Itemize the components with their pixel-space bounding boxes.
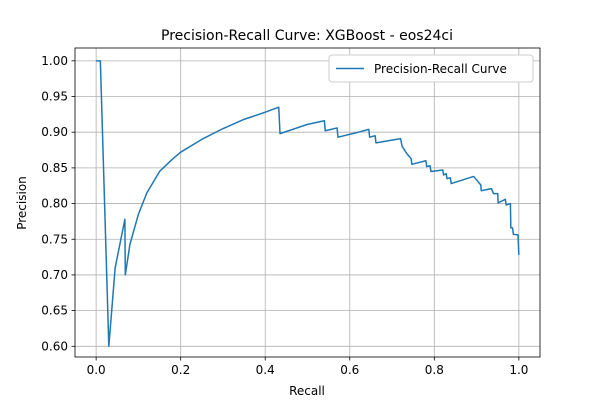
grid — [75, 48, 540, 357]
x-tick-label: 0.0 — [87, 363, 106, 377]
y-tick-label: 0.60 — [41, 339, 68, 353]
y-tick-label: 0.80 — [41, 197, 68, 211]
x-tick-label: 1.0 — [509, 363, 528, 377]
y-tick-label: 0.85 — [41, 161, 68, 175]
x-tick-label: 0.6 — [340, 363, 359, 377]
y-tick-label: 0.90 — [41, 125, 68, 139]
x-tick-label: 0.8 — [425, 363, 444, 377]
x-tick-label: 0.2 — [171, 363, 190, 377]
axis-ticks: 0.0 0.2 0.4 0.6 0.8 1.0 0.60 0.65 0.70 0.75 0.80 0.… — [41, 54, 528, 377]
y-tick-label: 0.65 — [41, 304, 68, 318]
series-line-precision-recall — [96, 60, 520, 348]
y-tick-label: 0.95 — [41, 90, 68, 104]
chart-title: Precision-Recall Curve: XGBoost - eos24c… — [161, 28, 453, 44]
x-tick-label: 0.4 — [256, 363, 275, 377]
plot-frame — [74, 47, 541, 358]
y-tick-label: 0.75 — [41, 232, 68, 246]
y-axis-label: Precision — [15, 176, 29, 230]
legend-box — [328, 54, 534, 83]
y-tick-label: 0.70 — [41, 268, 68, 282]
y-tick-label: 1.00 — [41, 54, 68, 68]
legend-label: Precision-Recall Curve — [374, 62, 507, 76]
x-axis-label: Recall — [289, 384, 325, 398]
legend: Precision-Recall Curve — [328, 54, 534, 83]
